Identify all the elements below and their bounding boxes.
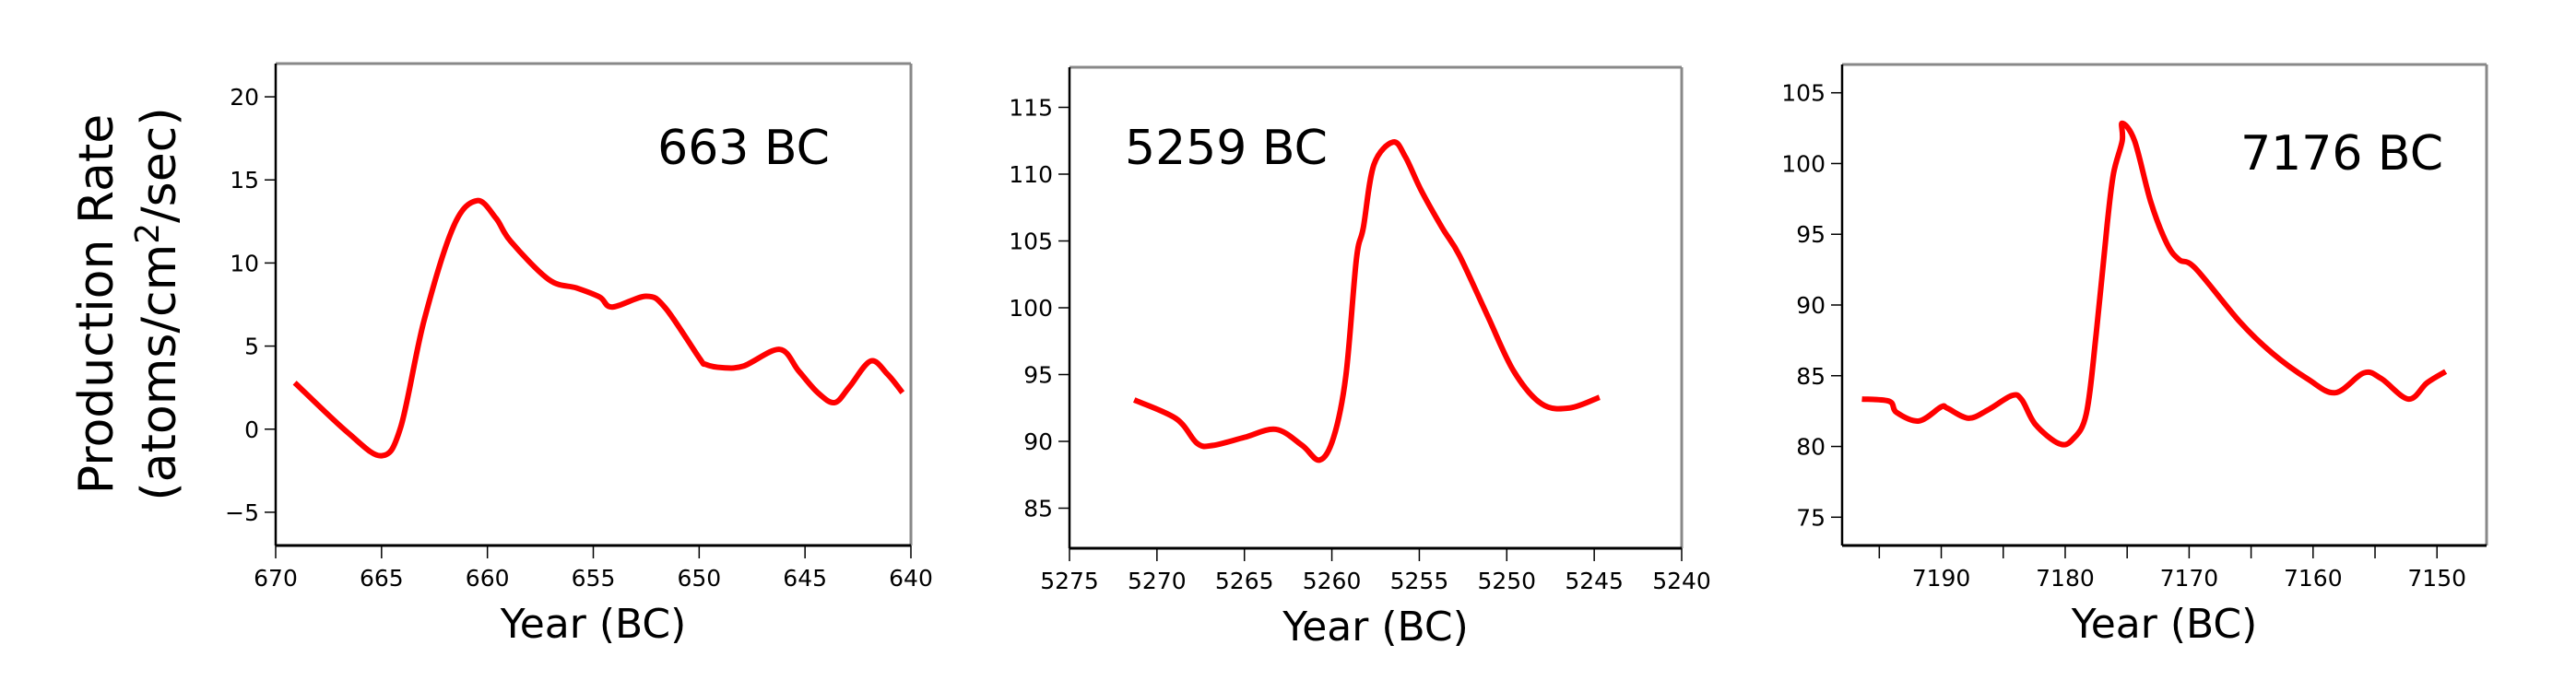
y-tick-label: 85 [1796,363,1826,390]
x-tick-label: 7180 [2036,565,2095,592]
x-tick-label: 7150 [2407,565,2466,592]
y-tick-label: 110 [1009,161,1053,188]
y-axis-label: Production Rate [69,114,124,494]
y-tick-label: 5 [244,334,259,360]
x-tick-label: 645 [783,565,827,592]
y-tick-label: 15 [230,167,259,194]
x-tick-label: 7160 [2284,565,2343,592]
y-tick-label: 95 [1796,221,1826,248]
y-tick-label: 100 [1009,295,1053,322]
y-axis-units-sup: 2 [129,223,167,244]
y-axis-label-units: (atoms/cm2/sec) [129,107,187,500]
y-axis-units-post: /sec) [132,107,187,222]
x-tick-label: 670 [254,565,298,592]
y-tick-label: −5 [225,499,259,526]
x-tick-label: 5270 [1128,568,1187,594]
y-tick-label: 115 [1009,95,1053,122]
y-tick-label: 90 [1023,428,1053,455]
y-tick-label: 10 [230,250,259,276]
y-tick-label: 90 [1796,292,1826,319]
x-tick-label: 7190 [1912,565,1971,592]
production-rate-line [292,197,905,459]
x-tick-label: 5250 [1477,568,1536,594]
x-tick-label: 5255 [1390,568,1449,594]
chart-panel-3: 75 80 85 90 95 100 105 7190 7180 7170 7160 7150 Year… [1781,63,2488,648]
panel-title: 5259 BC [1125,121,1328,176]
x-tick-label: 665 [360,565,404,592]
y-tick-label: 105 [1009,229,1053,255]
y-tick-label: 105 [1781,80,1826,107]
x-tick-label: 650 [677,565,721,592]
x-tick-label: 5240 [1652,568,1711,594]
y-tick-label: 85 [1023,496,1053,522]
y-tick-label: 80 [1796,434,1826,461]
y-axis-units-pre: (atoms/cm [132,244,187,501]
y-tick-label: 100 [1781,150,1826,177]
y-tick-label: 20 [230,84,259,111]
y-tick-label: 75 [1796,504,1826,531]
x-tick-label: 5275 [1040,568,1099,594]
x-tick-label: 5265 [1215,568,1274,594]
y-tick-label: 95 [1023,362,1053,389]
x-axis-label: Year (BC) [2071,601,2258,648]
chart-panel-2: 85 90 95 100 105 110 115 5275 5270 5265 5260 5255 52… [1009,65,1711,651]
x-tick-label: 660 [466,565,510,592]
chart-panel-1: −5 0 5 10 15 20 670 665 660 655 650 645 640 Year (BC)… [225,62,933,648]
x-tick-label: 655 [572,565,616,592]
x-tick-label: 7170 [2160,565,2219,592]
x-axis-label: Year (BC) [500,601,687,648]
production-rate-line [1861,120,2448,448]
y-tick-label: 0 [244,416,259,443]
production-rate-line [1132,139,1601,463]
panel-title: 663 BC [657,121,830,176]
y-axis-label-line1: Production Rate [69,114,124,494]
x-tick-label: 5245 [1565,568,1624,594]
x-axis-label: Year (BC) [1282,604,1469,651]
x-tick-label: 640 [889,565,933,592]
x-tick-label: 5260 [1303,568,1362,594]
panel-title: 7176 BC [2240,126,2443,182]
